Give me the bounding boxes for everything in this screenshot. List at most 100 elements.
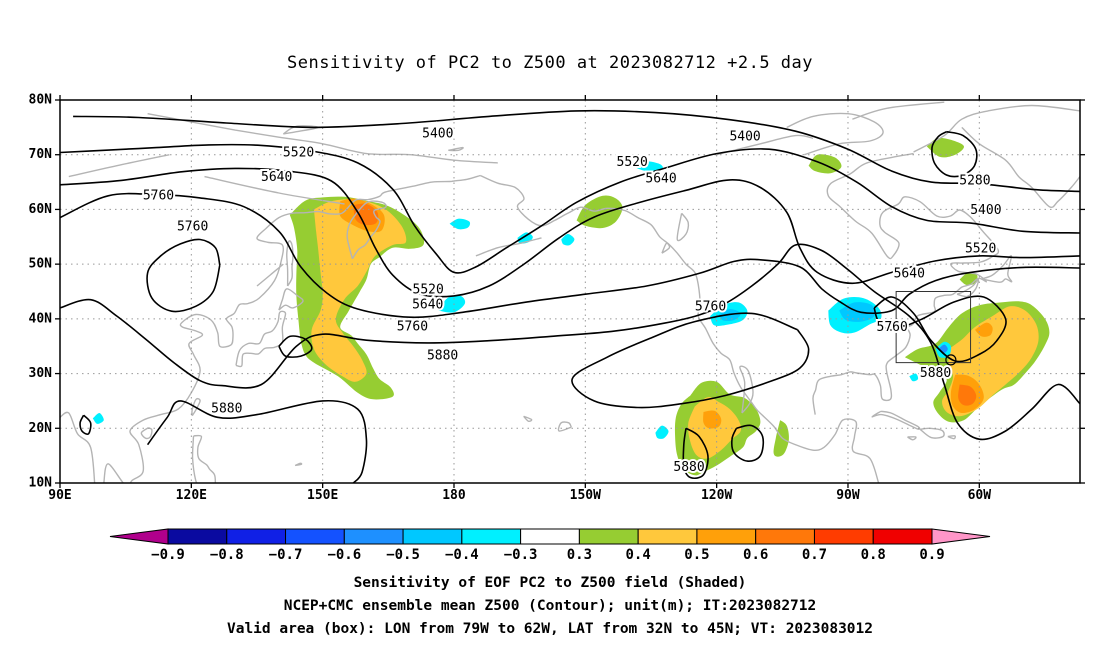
coastline: [739, 365, 754, 414]
shaded-region: [311, 199, 407, 382]
colorbar-bin: [226, 528, 287, 545]
colorbar-label: −0.8: [210, 547, 244, 563]
lat-tick-label: 30N: [29, 366, 53, 381]
colorbar-bin: [402, 528, 463, 545]
coastline: [475, 237, 542, 257]
contour-5880: [146, 399, 368, 483]
lon-tick-label: 90E: [48, 488, 71, 503]
contour-5880: [60, 243, 1080, 441]
coastline: [103, 174, 481, 483]
contour-label: 5400: [970, 203, 1001, 218]
colorbar-label: 0.3: [567, 547, 592, 563]
shaded-region: [561, 234, 575, 246]
contour-label: 5520: [965, 241, 996, 256]
colorbar-label: −0.5: [386, 547, 420, 563]
contour-5880: [79, 414, 92, 435]
coastline: [278, 288, 304, 311]
coastline: [523, 415, 533, 423]
caption-line-3: Valid area (box): LON from 79W to 62W, L…: [226, 621, 873, 637]
contour-label: 5640: [645, 171, 676, 186]
coastline: [919, 427, 945, 439]
gridlines: [60, 100, 1080, 483]
contour-label: 5760: [695, 299, 726, 314]
contour-label: 5760: [177, 219, 208, 234]
valid-area-rect: [895, 291, 972, 364]
coastline: [661, 242, 671, 254]
lat-tick-label: 50N: [29, 257, 53, 272]
shaded-region: [939, 344, 948, 353]
colorbar-label: 0.6: [743, 547, 768, 563]
coastline: [68, 154, 170, 178]
shaded-region: [633, 161, 663, 172]
colorbar-label: 0.9: [919, 547, 944, 563]
contour-5520: [60, 143, 1080, 274]
map-title: Sensitivity of PC2 to Z500 at 2023082712…: [286, 53, 813, 73]
coastlines: [60, 101, 1080, 483]
colorbar-bin: [637, 528, 698, 545]
shaded-region: [449, 218, 471, 230]
colorbar-label: −0.7: [269, 547, 303, 563]
colorbar-bin: [167, 528, 228, 545]
contour-5880: [682, 427, 709, 480]
contour-label: 5400: [729, 130, 760, 145]
contour-5280: [931, 130, 978, 178]
coastline: [480, 174, 880, 483]
coastline: [191, 397, 201, 417]
caption-line-2: NCEP+CMC ensemble mean Z500 (Contour); u…: [283, 598, 817, 614]
coastline: [676, 212, 690, 242]
colorbar-bin: [755, 528, 815, 545]
contour-5760: [146, 238, 221, 313]
colorbar-label: −0.3: [504, 547, 538, 563]
lon-tick-label: 180: [442, 488, 466, 503]
coastline: [448, 146, 464, 152]
contour-5880: [278, 335, 313, 358]
contour-label: 5760: [877, 320, 908, 335]
coastline: [256, 263, 284, 287]
colorbar-bin: [872, 528, 933, 545]
coastline: [557, 421, 572, 432]
lon-tick-label: 60W: [968, 488, 992, 503]
latitude-axis: 80N 70N 60N 50N 40N 30N 20N 10N: [29, 93, 1085, 491]
colorbar-bin: [461, 528, 522, 545]
coastline: [191, 434, 217, 483]
shaded-region: [92, 412, 104, 424]
target-marker: [945, 354, 957, 366]
colorbar-bin: [520, 528, 580, 545]
shaded-region: [438, 295, 466, 313]
contour-5400: [73, 109, 1080, 193]
colorbar-bin: [285, 528, 345, 545]
colorbar-label: 0.8: [861, 547, 886, 563]
colorbar-label: −0.9: [151, 547, 185, 563]
contour-label: 5280: [959, 173, 990, 188]
lat-tick-label: 60N: [29, 202, 53, 217]
valid-area-box: [895, 291, 972, 366]
lat-tick-label: 10N: [29, 476, 53, 491]
coastline: [907, 436, 917, 441]
colorbar-bin: [813, 528, 874, 545]
contour-label: 5400: [422, 126, 453, 141]
contour-label: 5640: [261, 170, 292, 185]
lon-tick-label: 150E: [307, 488, 338, 503]
colorbar-bin: [578, 528, 639, 545]
contour-5880: [731, 424, 765, 462]
coastline: [346, 200, 387, 260]
coastline: [235, 310, 287, 368]
shaded-region: [958, 384, 977, 406]
colorbar: −0.9 −0.8 −0.7 −0.6 −0.5 −0.4 −0.3 0.3 0.4 0.5 0.6…: [109, 528, 991, 563]
lat-tick-label: 20N: [29, 421, 53, 436]
shaded-region: [974, 322, 993, 337]
colorbar-label: −0.6: [327, 547, 361, 563]
coastline: [812, 152, 1000, 415]
contour-label: 5760: [397, 320, 428, 335]
colorbar-low-triangle: [109, 528, 169, 545]
contour-label: 5880: [211, 402, 242, 417]
lon-tick-label: 120E: [176, 488, 207, 503]
colorbar-bin: [343, 528, 404, 545]
coastline: [981, 255, 1013, 283]
coastline: [204, 175, 345, 205]
contour-label: 5520: [413, 282, 444, 297]
contour-label: 5520: [283, 146, 314, 161]
plot-frame: [59, 99, 1081, 484]
